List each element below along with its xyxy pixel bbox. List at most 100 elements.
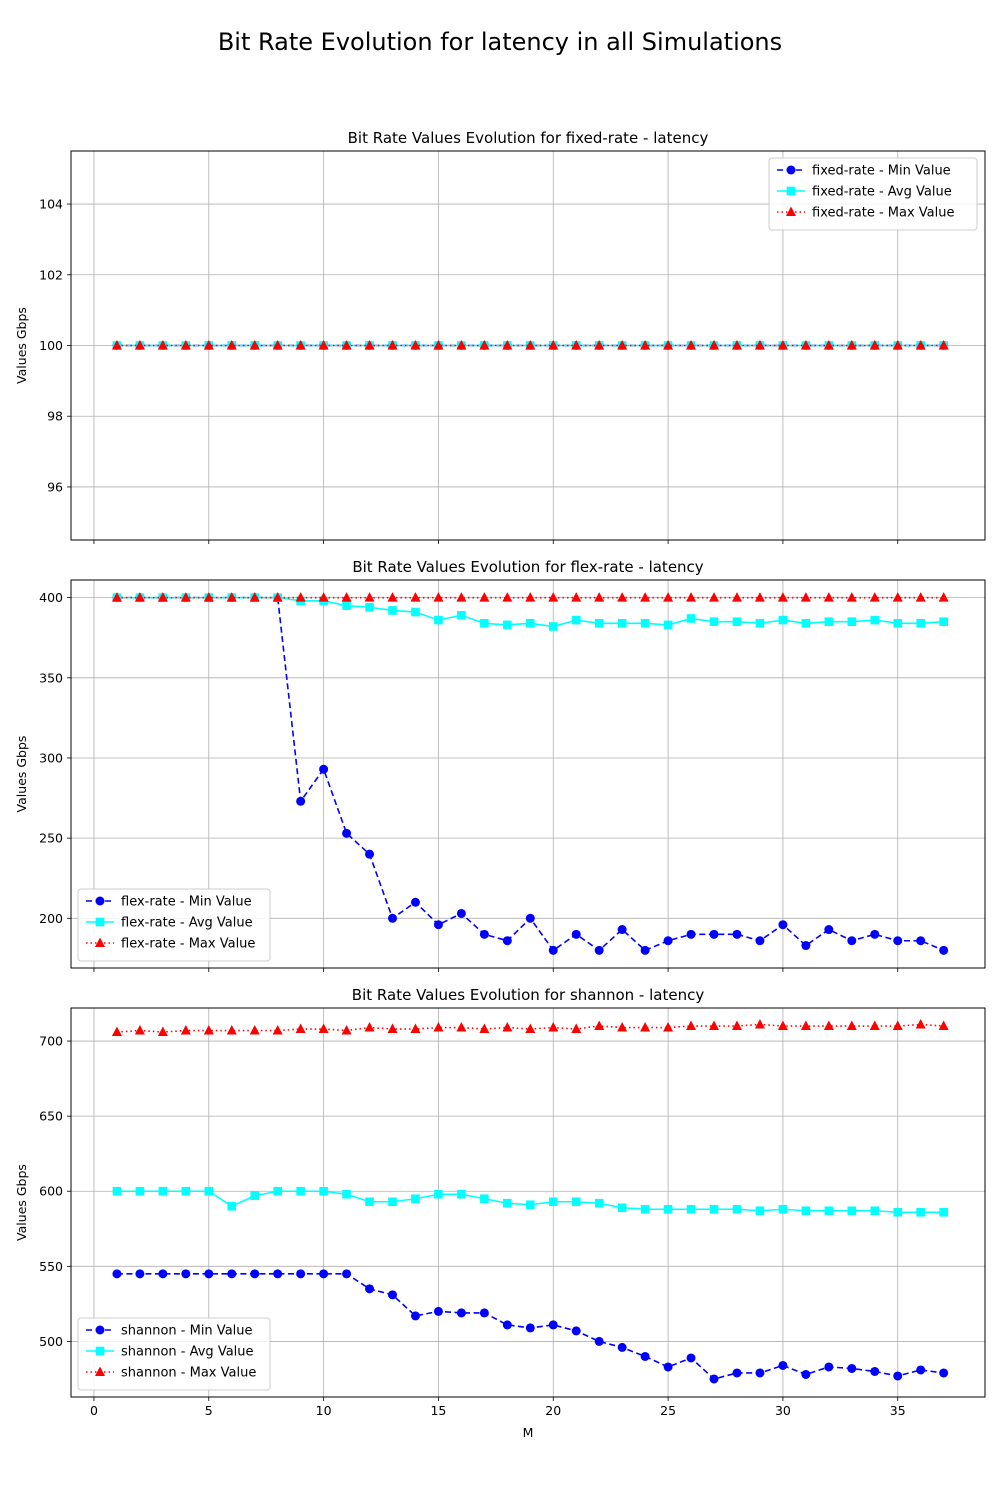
x-tick-label: 35 xyxy=(890,1403,906,1418)
data-point xyxy=(571,1326,581,1336)
data-point xyxy=(410,592,421,602)
data-point xyxy=(365,849,375,859)
data-point xyxy=(893,1371,903,1381)
data-point xyxy=(387,340,398,350)
data-point xyxy=(273,1186,282,1196)
data-point xyxy=(915,340,926,350)
data-point xyxy=(732,929,742,939)
data-point xyxy=(686,340,697,350)
x-tick-label: 15 xyxy=(430,1403,446,1418)
data-point xyxy=(754,340,765,350)
data-point xyxy=(800,592,811,602)
data-point xyxy=(893,936,903,946)
data-point xyxy=(227,1201,237,1211)
data-point xyxy=(870,1206,880,1216)
data-point xyxy=(731,592,742,602)
data-point xyxy=(548,1320,558,1330)
data-point xyxy=(157,340,168,350)
data-point xyxy=(548,945,558,955)
data-point xyxy=(939,1207,948,1217)
data-point xyxy=(503,1198,512,1208)
data-point xyxy=(318,340,329,350)
data-point xyxy=(939,617,948,626)
data-point xyxy=(640,618,650,628)
data-point xyxy=(365,1197,374,1207)
data-point xyxy=(709,592,720,602)
x-tick-label: 10 xyxy=(316,1403,332,1418)
legend-marker xyxy=(786,206,796,216)
data-point xyxy=(273,1269,283,1279)
data-point xyxy=(617,592,628,602)
data-point xyxy=(824,925,834,935)
data-point xyxy=(640,945,650,955)
data-point xyxy=(893,1207,903,1217)
data-point xyxy=(411,607,420,617)
data-point xyxy=(204,1269,214,1279)
data-point xyxy=(731,340,742,350)
data-point xyxy=(938,340,949,350)
data-point xyxy=(571,929,581,939)
data-point xyxy=(663,592,674,602)
data-point xyxy=(479,929,489,939)
y-tick-label: 500 xyxy=(39,1334,63,1349)
data-point xyxy=(342,601,351,610)
legend-label: shannon - Max Value xyxy=(121,1366,256,1381)
legend-marker xyxy=(95,917,105,927)
data-point xyxy=(686,614,696,623)
data-point xyxy=(364,340,375,350)
data-point xyxy=(249,1025,260,1035)
y-axis-label: Values Gbps xyxy=(14,1164,29,1241)
data-point xyxy=(525,592,536,602)
legend-label: fixed-rate - Min Value xyxy=(812,164,951,179)
data-point xyxy=(342,1189,351,1199)
data-point xyxy=(640,1022,651,1032)
panel-title: Bit Rate Values Evolution for fixed-rate… xyxy=(348,129,709,147)
plot-frame xyxy=(70,579,986,969)
data-point xyxy=(410,340,421,350)
data-point xyxy=(892,340,903,350)
x-tick-label: 25 xyxy=(660,1403,676,1418)
data-point xyxy=(663,936,673,946)
data-point xyxy=(365,602,374,612)
panel-shannon: 0 5 10 15 20 25 30 35 500 550 600 650 700 Bit Rate Va… xyxy=(14,986,986,1418)
data-point xyxy=(295,1023,306,1034)
data-point xyxy=(158,1269,168,1279)
data-point xyxy=(456,340,467,350)
data-point xyxy=(342,828,352,838)
y-tick-label: 600 xyxy=(39,1184,63,1199)
y-tick-label: 98 xyxy=(47,409,63,424)
data-point xyxy=(548,622,558,631)
data-point xyxy=(709,340,720,350)
data-point xyxy=(502,340,513,350)
data-point xyxy=(181,1186,191,1196)
data-point xyxy=(755,1206,765,1216)
data-point xyxy=(777,340,788,350)
data-point xyxy=(640,340,651,350)
data-point xyxy=(640,1204,650,1214)
data-point xyxy=(663,1362,673,1372)
figure-title: Bit Rate Evolution for latency in all Si… xyxy=(218,28,782,56)
data-point xyxy=(571,615,581,625)
data-point xyxy=(204,1186,214,1196)
data-point xyxy=(846,340,857,350)
data-point xyxy=(939,945,949,955)
data-point xyxy=(709,929,719,939)
y-tick-label: 300 xyxy=(39,750,63,765)
data-point xyxy=(686,929,696,939)
data-point xyxy=(755,936,765,946)
series-avg xyxy=(112,1186,948,1217)
data-point xyxy=(916,936,926,946)
legend-marker xyxy=(95,1325,105,1335)
data-point xyxy=(754,1019,765,1029)
data-point xyxy=(203,592,214,602)
data-point xyxy=(892,1020,903,1031)
data-point xyxy=(203,340,214,350)
data-point xyxy=(342,1269,352,1279)
legend: fixed-rate - Min Value fixed-rate - Avg V… xyxy=(768,157,978,231)
series-max xyxy=(111,592,949,602)
data-point xyxy=(709,617,719,626)
data-point xyxy=(594,618,604,628)
y-tick-label: 350 xyxy=(39,670,63,685)
data-point xyxy=(594,1336,604,1346)
